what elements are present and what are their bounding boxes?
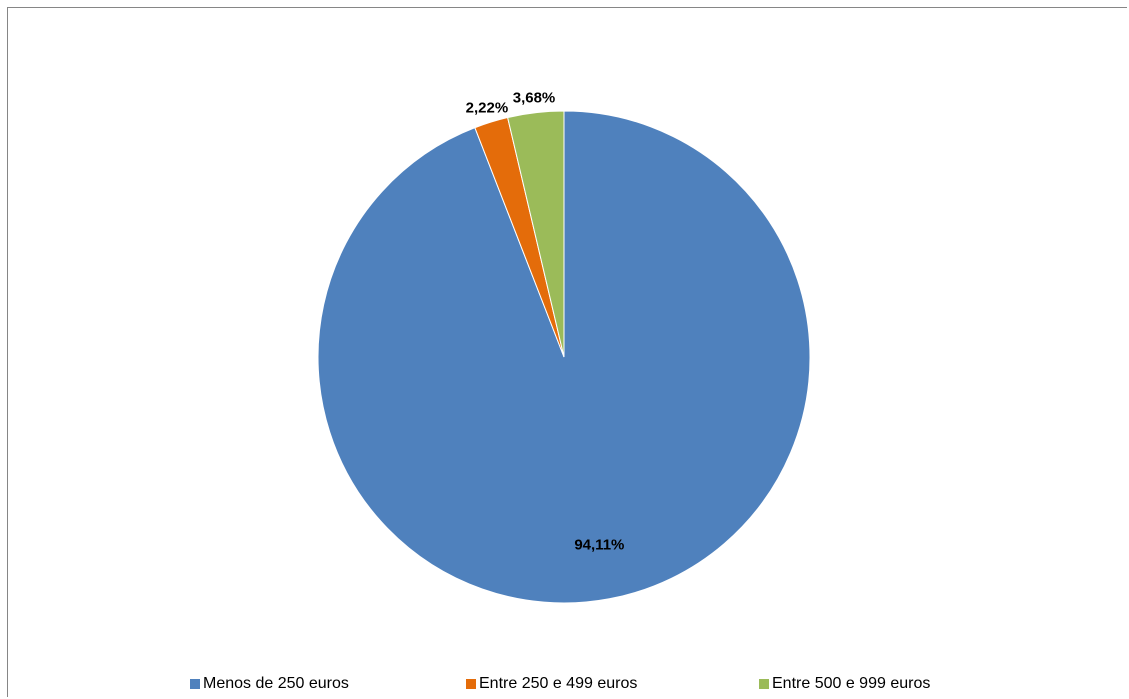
legend-swatch-menos-de-250: [190, 679, 200, 689]
data-label-entre-500-e-999-euros: 3,68%: [513, 90, 556, 107]
legend-swatch-entre-500-e-999: [759, 679, 769, 689]
legend-item-entre-250-e-499: Entre 250 e 499 euros: [466, 675, 637, 693]
legend-label: Entre 500 e 999 euros: [772, 675, 931, 692]
legend-label: Menos de 250 euros: [203, 675, 349, 692]
data-label-menos-de-250-euros: 94,11%: [574, 537, 624, 554]
pie-chart: 94,11% 2,22%3,68%: [317, 90, 811, 604]
legend-item-menos-de-250: Menos de 250 euros: [190, 675, 349, 693]
legend-item-entre-500-e-999: Entre 500 e 999 euros: [759, 675, 930, 693]
pie-slice-entre-500-e-999-euros: [507, 110, 565, 358]
legend-swatch-entre-250-e-499: [466, 679, 476, 689]
legend-label: Entre 250 e 499 euros: [479, 675, 638, 692]
legend: Menos de 250 euros Entre 250 e 499 euros…: [0, 675, 1129, 697]
data-label-entre-250-e-499-euros: 2,22%: [466, 100, 509, 117]
